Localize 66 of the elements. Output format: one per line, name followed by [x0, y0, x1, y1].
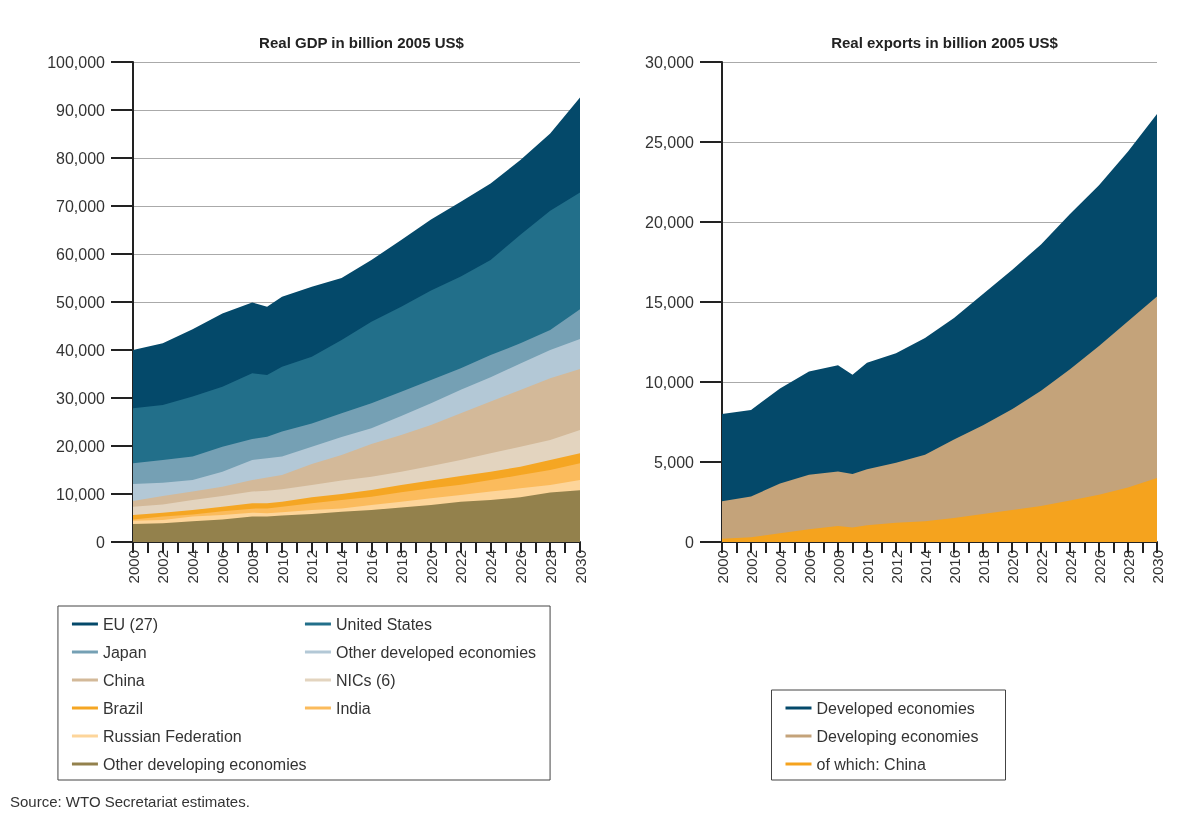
x-tick-label: 2002: [742, 550, 760, 584]
legend-label: Japan: [102, 643, 147, 661]
x-tick-label: 2010: [273, 550, 291, 584]
y-tick-label: 10,000: [56, 485, 106, 503]
y-tick-label: 100,000: [47, 53, 106, 71]
y-tick-label: 0: [96, 533, 106, 551]
legend-label: Developing economies: [816, 727, 979, 745]
x-tick-label: 2022: [1032, 550, 1050, 584]
x-tick-label: 2014: [333, 550, 351, 584]
y-tick-label: 40,000: [56, 341, 106, 359]
y-tick-label: 50,000: [56, 293, 106, 311]
legend-label: Brazil: [102, 699, 143, 717]
y-tick-label: 25,000: [645, 133, 695, 151]
x-tick-label: 2004: [184, 550, 202, 584]
y-tick-label: 30,000: [56, 389, 106, 407]
x-tick-label: 2014: [916, 550, 934, 584]
x-tick-label: 2028: [541, 550, 559, 584]
y-tick-label: 0: [685, 533, 695, 551]
y-tick-label: 10,000: [645, 373, 695, 391]
legend-label: Russian Federation: [102, 727, 242, 745]
legend-label: India: [335, 699, 371, 717]
legend-label: Developed economies: [816, 699, 975, 717]
x-tick-label: 2018: [392, 550, 410, 584]
x-tick-label: 2026: [1090, 550, 1108, 584]
chart-title: Real GDP in billion 2005 US$: [259, 34, 465, 51]
source-note: Source: WTO Secretariat estimates.: [10, 793, 250, 810]
x-tick-label: 2026: [511, 550, 529, 584]
legend-label: Other developing economies: [102, 755, 307, 773]
legend-label: NICs (6): [335, 671, 396, 689]
x-tick-label: 2016: [362, 550, 380, 584]
x-tick-label: 2030: [571, 550, 589, 584]
x-tick-label: 2024: [1061, 550, 1079, 584]
legend-label: United States: [335, 615, 432, 633]
legend-label: Other developed economies: [335, 643, 537, 661]
x-tick-label: 2008: [829, 550, 847, 584]
x-tick-label: 2016: [945, 550, 963, 584]
y-tick-label: 20,000: [645, 213, 695, 231]
y-tick-label: 60,000: [56, 245, 106, 263]
x-tick-label: 2006: [800, 550, 818, 584]
x-tick-label: 2008: [243, 550, 261, 584]
x-tick-label: 2024: [482, 550, 500, 584]
x-tick-label: 2030: [1148, 550, 1166, 584]
x-tick-label: 2000: [124, 550, 142, 584]
x-tick-label: 2020: [1003, 550, 1021, 584]
x-tick-label: 2028: [1119, 550, 1137, 584]
x-tick-label: 2018: [974, 550, 992, 584]
y-tick-label: 15,000: [645, 293, 695, 311]
y-tick-label: 90,000: [56, 101, 106, 119]
x-tick-label: 2010: [858, 550, 876, 584]
x-tick-label: 2022: [452, 550, 470, 584]
legend-label: of which: China: [816, 755, 926, 773]
y-tick-label: 20,000: [56, 437, 106, 455]
x-tick-label: 2012: [303, 550, 321, 584]
x-tick-label: 2012: [887, 550, 905, 584]
legend-label: China: [102, 671, 145, 689]
y-tick-label: 70,000: [56, 197, 106, 215]
y-tick-label: 80,000: [56, 149, 106, 167]
legend-label: EU (27): [102, 615, 159, 633]
x-tick-label: 2004: [771, 550, 789, 584]
chart-title: Real exports in billion 2005 US$: [831, 34, 1059, 51]
x-tick-label: 2006: [213, 550, 231, 584]
x-tick-label: 2020: [422, 550, 440, 584]
x-tick-label: 2002: [154, 550, 172, 584]
y-tick-label: 30,000: [645, 53, 695, 71]
x-tick-label: 2000: [713, 550, 731, 584]
y-tick-label: 5,000: [653, 453, 695, 471]
